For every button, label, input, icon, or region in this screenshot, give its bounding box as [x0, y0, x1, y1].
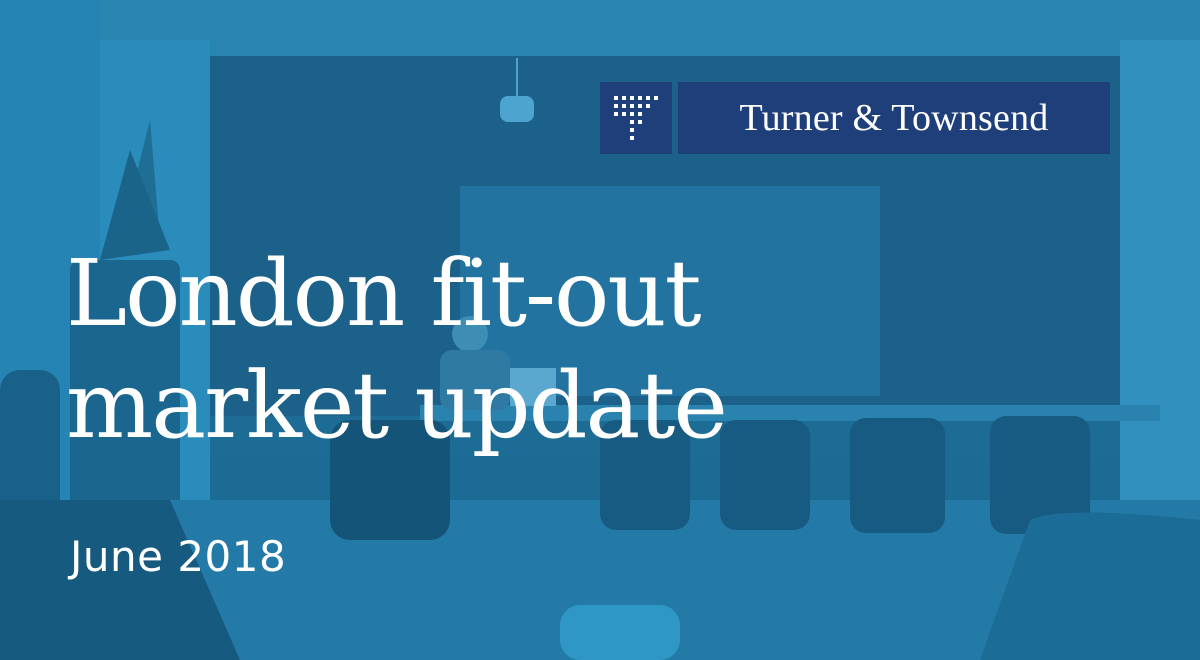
publication-date: June 2018	[70, 532, 287, 581]
headline: London fit-out market update	[66, 238, 728, 462]
headline-line-1: London fit-out	[66, 240, 702, 347]
turner-townsend-logo: Turner & Townsend	[600, 82, 1110, 154]
dot-grid-logo-icon	[600, 82, 672, 154]
headline-line-2: market update	[66, 352, 728, 459]
logo-wordmark-panel: Turner & Townsend	[678, 82, 1110, 154]
brand-name: Turner & Townsend	[739, 97, 1049, 139]
